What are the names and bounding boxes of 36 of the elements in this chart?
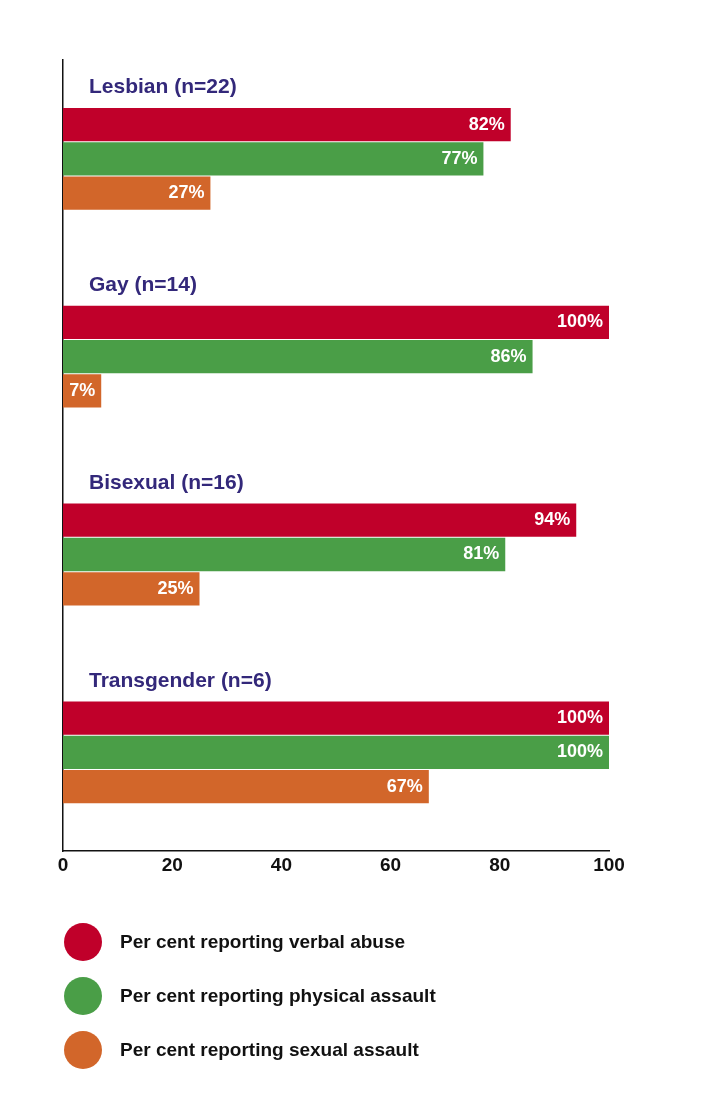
text: 81%	[463, 543, 500, 564]
x-tick-label: 100	[593, 853, 625, 875]
text: 27%	[168, 182, 205, 203]
bar	[63, 176, 211, 210]
text: 82%	[468, 113, 505, 134]
text: 86%	[490, 345, 527, 366]
text: 25%	[157, 577, 194, 598]
y-tick-label: Bisexual (n=16)	[89, 470, 244, 494]
bar	[63, 340, 533, 374]
x-tick-label: 40	[270, 853, 292, 875]
bar	[63, 107, 511, 142]
bar	[63, 503, 577, 537]
x-tick-label: 60	[380, 853, 402, 875]
legend-label: Per cent reporting verbal abuse	[120, 931, 406, 953]
legend-label: Per cent reporting sexual assault	[120, 1039, 419, 1061]
x-tick-label: 0	[57, 853, 69, 875]
text: 67%	[386, 775, 423, 796]
bar	[63, 735, 609, 769]
bar	[63, 537, 506, 572]
bar	[63, 769, 429, 804]
y-tick-label: Lesbian (n=22)	[89, 74, 237, 98]
text: 100%	[556, 741, 603, 762]
text: 77%	[441, 147, 478, 168]
x-tick-label: 20	[161, 853, 183, 875]
text: 100%	[556, 311, 603, 332]
bar	[63, 572, 200, 606]
text: 7%	[69, 379, 96, 400]
bar	[63, 142, 484, 176]
bar	[63, 305, 609, 340]
text: 100%	[556, 706, 603, 727]
text: 94%	[534, 509, 571, 530]
legend-label: Per cent reporting physical assault	[120, 985, 436, 1007]
y-tick-label: Transgender (n=6)	[89, 667, 272, 691]
x-tick-label: 80	[489, 853, 511, 875]
y-tick-label: Gay (n=14)	[89, 272, 197, 296]
bar	[63, 701, 609, 735]
